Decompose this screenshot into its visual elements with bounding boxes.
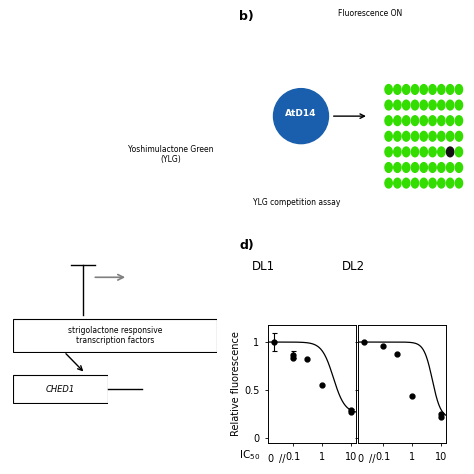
Circle shape: [385, 178, 392, 188]
Circle shape: [447, 116, 454, 126]
Text: IC$_{50}$: IC$_{50}$: [239, 448, 261, 462]
Text: AtD14: AtD14: [285, 109, 317, 118]
Circle shape: [420, 131, 428, 141]
Text: Yoshimulactone Green
(YLG): Yoshimulactone Green (YLG): [128, 145, 213, 164]
Circle shape: [438, 147, 445, 157]
Circle shape: [411, 131, 419, 141]
Text: b): b): [239, 10, 254, 23]
Text: d): d): [239, 239, 254, 252]
Circle shape: [385, 100, 392, 110]
Circle shape: [394, 131, 401, 141]
Circle shape: [394, 100, 401, 110]
Circle shape: [429, 178, 436, 188]
Circle shape: [429, 100, 436, 110]
Text: strigolactone responsive
transcription factors: strigolactone responsive transcription f…: [67, 326, 162, 345]
Circle shape: [438, 178, 445, 188]
Circle shape: [429, 131, 436, 141]
Circle shape: [394, 163, 401, 173]
Text: YLG competition assay: YLG competition assay: [253, 198, 340, 207]
Circle shape: [420, 163, 428, 173]
Circle shape: [385, 163, 392, 173]
Circle shape: [385, 84, 392, 94]
Circle shape: [455, 116, 463, 126]
Circle shape: [420, 84, 428, 94]
Circle shape: [429, 163, 436, 173]
Circle shape: [447, 178, 454, 188]
Text: //: //: [369, 454, 376, 464]
Circle shape: [447, 147, 454, 157]
Circle shape: [447, 131, 454, 141]
Circle shape: [420, 116, 428, 126]
Text: DL2: DL2: [342, 260, 365, 273]
Circle shape: [447, 84, 454, 94]
Circle shape: [429, 84, 436, 94]
Circle shape: [385, 131, 392, 141]
Circle shape: [394, 116, 401, 126]
Circle shape: [411, 178, 419, 188]
Circle shape: [394, 147, 401, 157]
Text: CHED1: CHED1: [46, 385, 75, 393]
Circle shape: [420, 100, 428, 110]
Circle shape: [438, 116, 445, 126]
Circle shape: [455, 131, 463, 141]
Circle shape: [402, 163, 410, 173]
Circle shape: [411, 100, 419, 110]
Circle shape: [402, 147, 410, 157]
FancyBboxPatch shape: [13, 319, 217, 352]
Circle shape: [447, 100, 454, 110]
Text: 0: 0: [267, 454, 273, 464]
Text: //: //: [279, 454, 286, 464]
Text: 0: 0: [357, 454, 364, 464]
Circle shape: [402, 116, 410, 126]
Circle shape: [411, 84, 419, 94]
Circle shape: [438, 131, 445, 141]
Circle shape: [385, 147, 392, 157]
Circle shape: [438, 163, 445, 173]
Circle shape: [394, 84, 401, 94]
Circle shape: [402, 131, 410, 141]
Circle shape: [385, 116, 392, 126]
Circle shape: [411, 163, 419, 173]
FancyBboxPatch shape: [13, 375, 108, 403]
Circle shape: [447, 163, 454, 173]
Text: DL1: DL1: [252, 260, 275, 273]
Text: Fluorescence ON: Fluorescence ON: [337, 9, 402, 18]
Circle shape: [455, 147, 463, 157]
Circle shape: [402, 100, 410, 110]
Circle shape: [438, 84, 445, 94]
Circle shape: [438, 100, 445, 110]
Circle shape: [455, 100, 463, 110]
Circle shape: [420, 147, 428, 157]
Circle shape: [455, 163, 463, 173]
Circle shape: [402, 178, 410, 188]
Circle shape: [429, 147, 436, 157]
Y-axis label: Relative fluorescence: Relative fluorescence: [231, 331, 241, 437]
Circle shape: [394, 178, 401, 188]
Circle shape: [402, 84, 410, 94]
Circle shape: [411, 116, 419, 126]
Circle shape: [411, 147, 419, 157]
Circle shape: [429, 116, 436, 126]
Circle shape: [455, 84, 463, 94]
Circle shape: [455, 178, 463, 188]
Circle shape: [420, 178, 428, 188]
